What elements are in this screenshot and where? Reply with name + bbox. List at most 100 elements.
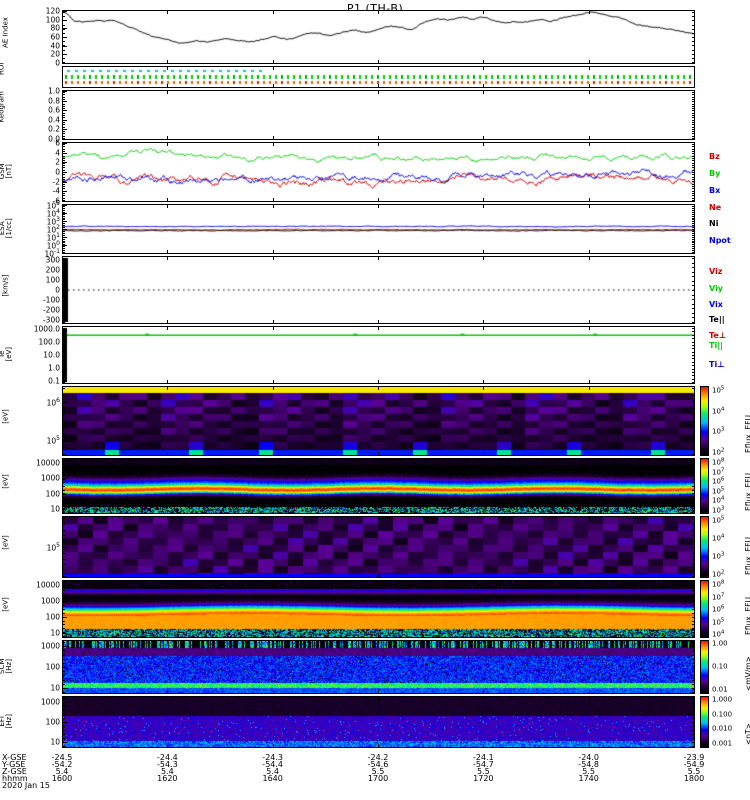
minor-tick bbox=[692, 183, 695, 185]
plot-canvas bbox=[63, 581, 694, 637]
minor-tick bbox=[62, 258, 65, 259]
y-tick-label: 1000 bbox=[40, 697, 60, 707]
minor-tick bbox=[62, 564, 65, 566]
x-tick-mark bbox=[272, 256, 274, 260]
minor-tick bbox=[62, 609, 65, 610]
minor-tick bbox=[692, 322, 695, 323]
x-tick-mark bbox=[167, 696, 169, 700]
panel-y-axis-label: ESA i+[eV] bbox=[0, 593, 9, 617]
colorbar-tick-label: 103 bbox=[712, 505, 725, 515]
y-tick-label: 0.6 bbox=[48, 105, 60, 115]
minor-tick bbox=[692, 246, 695, 248]
minor-tick bbox=[62, 552, 65, 554]
y-tick-label: 10 bbox=[50, 504, 60, 514]
y-tick-mark bbox=[62, 213, 67, 214]
axis-row-label-hhmm: hhmm bbox=[2, 774, 28, 783]
minor-tick bbox=[62, 294, 65, 296]
axis-tick-value: -54.7 bbox=[472, 760, 494, 769]
y-tick-label: 100 bbox=[45, 275, 60, 285]
minor-tick bbox=[692, 355, 695, 356]
y-tick-labels: 1000 100 10 bbox=[16, 640, 60, 694]
minor-tick bbox=[692, 564, 695, 566]
x-tick-mark bbox=[167, 204, 169, 208]
x-tick-mark bbox=[272, 320, 274, 324]
minor-tick bbox=[62, 698, 65, 699]
minor-tick bbox=[62, 250, 65, 252]
minor-tick bbox=[692, 474, 695, 476]
y-tick-mark bbox=[62, 11, 67, 12]
y-tick-label: 0.4 bbox=[48, 115, 60, 125]
x-tick-mark bbox=[272, 84, 274, 88]
minor-tick bbox=[62, 351, 65, 353]
x-tick-mark bbox=[167, 744, 169, 748]
y-tick-mark bbox=[62, 129, 67, 131]
x-tick-mark bbox=[588, 90, 590, 94]
axis-row-label-x-gse: X-GSE bbox=[2, 753, 27, 762]
minor-tick bbox=[62, 155, 65, 157]
panel-y-axis-label: B FITGSM[nT] bbox=[0, 163, 13, 180]
minor-tick bbox=[692, 215, 695, 217]
y-tick-mark bbox=[62, 63, 67, 64]
axis-tick-value: 5.5 bbox=[582, 767, 596, 776]
minor-tick bbox=[62, 378, 65, 380]
x-tick-mark bbox=[483, 256, 485, 260]
minor-tick bbox=[62, 371, 65, 373]
minor-tick bbox=[62, 133, 65, 135]
x-tick-mark bbox=[378, 320, 379, 324]
x-tick-mark bbox=[588, 84, 590, 88]
axis-tick-value: 1600 bbox=[51, 774, 73, 783]
minor-tick bbox=[62, 489, 65, 491]
x-tick-mark bbox=[378, 458, 379, 462]
y-tick-label: 1.0 bbox=[48, 86, 60, 96]
minor-tick bbox=[62, 45, 65, 47]
colorbar-tick-label: 102 bbox=[712, 569, 725, 579]
minor-tick bbox=[692, 463, 695, 465]
x-tick-mark bbox=[272, 90, 274, 94]
x-tick-mark bbox=[483, 516, 485, 520]
minor-tick bbox=[692, 478, 695, 480]
x-tick-mark bbox=[167, 510, 169, 514]
minor-tick bbox=[692, 238, 695, 240]
axis-tick-value: 1800 bbox=[683, 774, 705, 783]
panel-ae-index bbox=[62, 10, 695, 64]
minor-tick bbox=[692, 98, 695, 100]
y-tick-mark bbox=[62, 440, 67, 441]
minor-tick bbox=[62, 474, 65, 476]
minor-tick bbox=[62, 186, 65, 187]
x-tick-mark bbox=[167, 60, 169, 64]
y-tick-label: -4 bbox=[52, 186, 60, 196]
y-tick-mark bbox=[62, 205, 67, 206]
minor-tick bbox=[62, 482, 65, 484]
minor-tick bbox=[692, 290, 695, 291]
panel-y-axis-label: SST e-[eV] bbox=[0, 405, 9, 427]
x-tick-mark bbox=[272, 386, 274, 390]
minor-tick bbox=[62, 317, 65, 319]
minor-tick bbox=[692, 671, 695, 673]
colorbar-axis-label: <mV/m> bbox=[744, 656, 750, 691]
minor-tick bbox=[62, 658, 65, 660]
x-tick-mark bbox=[167, 580, 169, 584]
x-tick-mark bbox=[588, 640, 590, 644]
minor-tick bbox=[692, 24, 695, 26]
minor-tick bbox=[62, 447, 65, 449]
minor-tick bbox=[62, 267, 65, 269]
minor-tick bbox=[62, 221, 65, 223]
minor-tick bbox=[692, 482, 695, 484]
y-tick-label: 100 bbox=[45, 14, 60, 24]
x-tick-mark bbox=[378, 516, 379, 520]
panel-y-axis-label: NiESA[1/cc] bbox=[0, 218, 13, 239]
minor-tick bbox=[692, 209, 695, 211]
colorbar-tick-label: 0.10 bbox=[712, 662, 728, 671]
minor-tick bbox=[62, 188, 65, 190]
y-tick-label: 0.0 bbox=[48, 134, 60, 144]
minor-tick bbox=[62, 738, 65, 739]
y-tick-mark bbox=[62, 245, 67, 246]
legend-label-viz: Viz bbox=[709, 267, 723, 276]
minor-tick bbox=[62, 131, 65, 133]
minor-tick bbox=[62, 252, 65, 253]
x-tick-mark bbox=[588, 326, 590, 330]
colorbar-tick-label: 104 bbox=[712, 629, 725, 639]
minor-tick bbox=[692, 317, 695, 319]
minor-tick bbox=[692, 730, 695, 731]
minor-tick bbox=[692, 151, 695, 152]
